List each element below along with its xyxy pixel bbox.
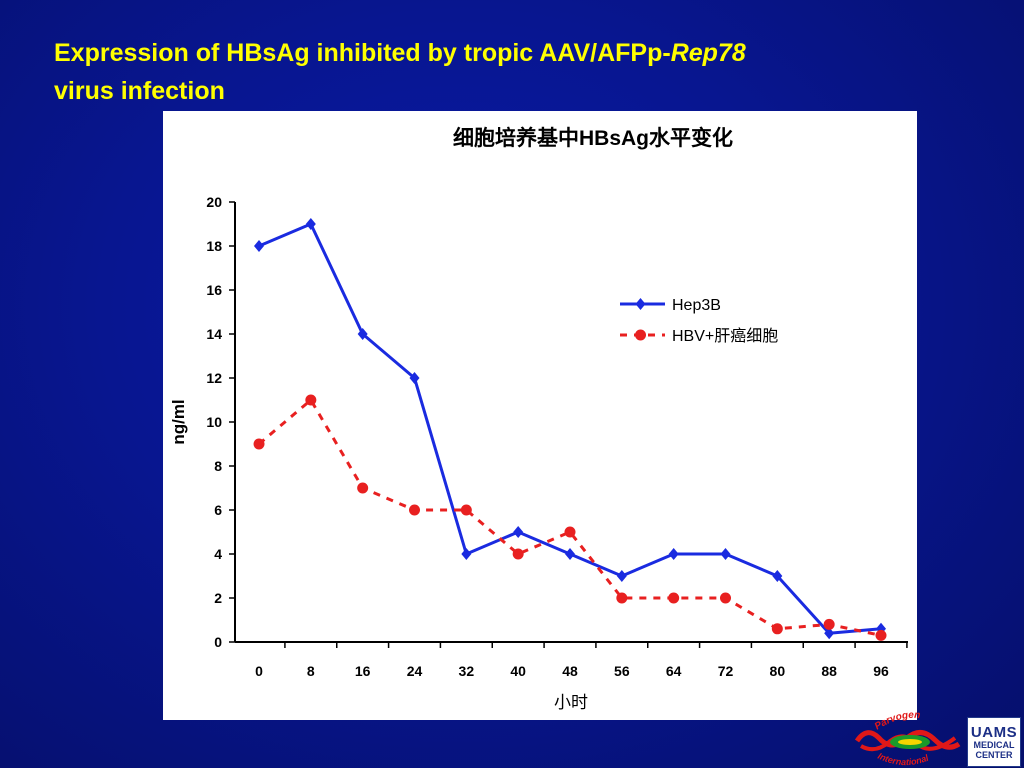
legend-marker-2 — [635, 329, 646, 341]
x-tick-label: 32 — [459, 663, 475, 679]
slide-title-italic: Rep78 — [670, 39, 746, 67]
series-1-point — [357, 328, 368, 340]
series-2-point — [305, 394, 317, 406]
series-1-point — [409, 372, 420, 384]
slide-title-line2: virus infection — [54, 77, 225, 105]
series-2-point — [823, 618, 835, 630]
y-tick-label: 16 — [206, 282, 222, 298]
slide-title: Expression of HBsAg inhibited by tropic … — [54, 34, 954, 110]
series-1-point — [565, 548, 575, 560]
uams-logo-line2: MEDICAL — [973, 739, 1015, 750]
x-tick-label: 0 — [255, 663, 263, 679]
x-tick-label: 88 — [821, 663, 837, 679]
series-2-point — [253, 438, 265, 450]
series-2-point — [512, 548, 524, 560]
series-2-point — [616, 592, 628, 604]
series-2-point — [668, 592, 680, 604]
slide-title-line1: Expression of HBsAg inhibited by tropic … — [54, 39, 671, 67]
parvogen-logo: Parvogen International — [855, 710, 961, 767]
y-axis-label: ng/ml — [169, 399, 188, 444]
series-line-2 — [258, 398, 882, 637]
y-tick-label: 20 — [206, 194, 222, 210]
series-2-point — [357, 482, 369, 494]
uams-logo-line3: CENTER — [975, 749, 1013, 760]
legend-marker-1 — [635, 298, 646, 310]
y-tick-label: 0 — [214, 634, 222, 650]
x-axis-label: 小时 — [554, 693, 588, 712]
y-tick-label: 18 — [206, 238, 222, 254]
parvogen-bottom-text: International — [876, 751, 930, 767]
series-1-point — [616, 570, 627, 582]
uams-logo: UAMS MEDICAL CENTER — [967, 717, 1021, 767]
y-tick-label: 12 — [206, 370, 222, 386]
series-1-point — [461, 548, 472, 560]
chart-panel: 细胞培养基中HBsAg水平变化 0 2 4 6 8 10 12 14 16 18 20 0 8 16 24 32… — [163, 111, 917, 720]
legend-label-2: HBV+肝癌细胞 — [672, 327, 778, 345]
series-2-point — [875, 629, 887, 641]
uams-logo-line1: UAMS — [970, 723, 1018, 741]
y-tick-label: 6 — [214, 502, 222, 518]
x-tick-label: 96 — [873, 663, 889, 679]
series-2-point — [564, 526, 576, 538]
x-tick-label: 48 — [562, 663, 578, 679]
y-tick-label: 8 — [214, 458, 222, 474]
x-tick-label: 24 — [407, 663, 423, 679]
series-1-point — [668, 548, 679, 560]
series-2-point — [720, 592, 731, 604]
series-1-point — [513, 526, 524, 538]
series-1-point — [305, 218, 316, 230]
legend-label-1: Hep3B — [672, 297, 721, 314]
series-1-point — [254, 240, 264, 252]
svg-text:International: International — [876, 751, 930, 767]
parvogen-top-text: Parvogen — [873, 710, 921, 733]
series-1-point — [772, 570, 783, 582]
y-tick-label: 14 — [206, 326, 222, 342]
series-1-point — [720, 548, 731, 560]
y-tick-label: 10 — [206, 414, 222, 430]
x-tick-label: 40 — [510, 663, 526, 679]
y-tick-label: 4 — [214, 546, 222, 562]
series-2-point — [771, 623, 783, 635]
series-2-point — [409, 504, 420, 516]
series-1-point — [824, 627, 835, 640]
x-tick-label: 8 — [307, 663, 315, 679]
chart-title: 细胞培养基中HBsAg水平变化 — [453, 126, 733, 150]
series-2-point — [460, 504, 472, 516]
y-tick-label: 2 — [214, 590, 222, 606]
x-tick-label: 56 — [614, 663, 630, 679]
series-line-1 — [258, 222, 882, 635]
x-tick-label: 80 — [770, 663, 786, 679]
x-tick-label: 72 — [718, 663, 734, 679]
svg-text:Parvogen: Parvogen — [873, 710, 921, 733]
x-tick-label: 16 — [355, 663, 371, 679]
x-tick-label: 64 — [666, 663, 682, 679]
